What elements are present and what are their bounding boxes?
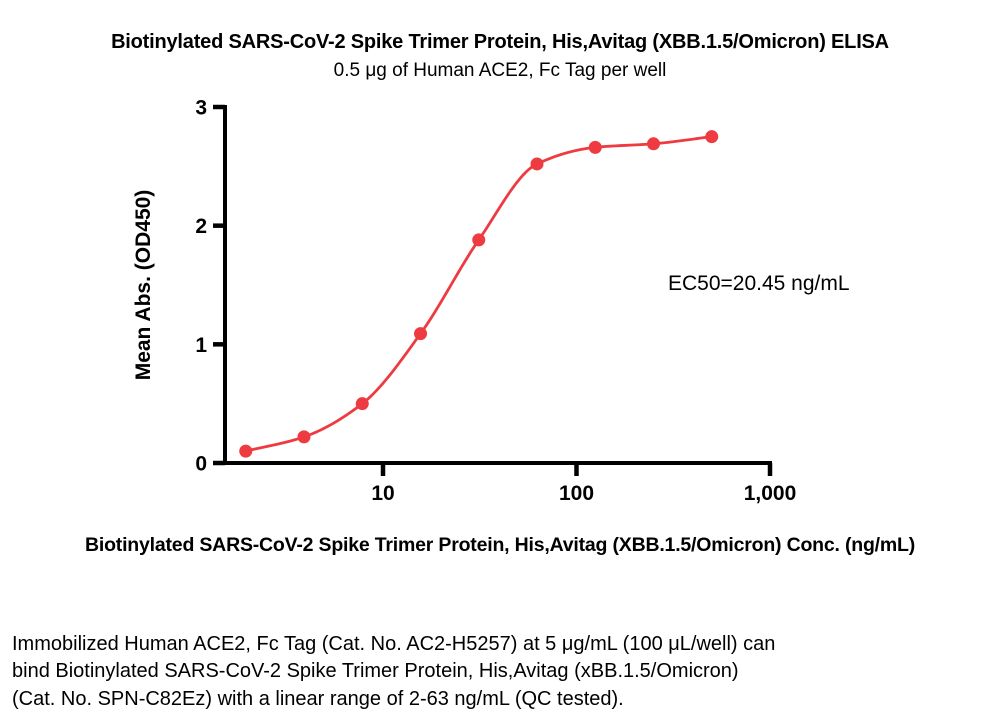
data-point — [472, 233, 486, 247]
y-axis-title: Mean Abs. (OD450) — [132, 190, 155, 381]
elisa-plot: 0 1 2 3 10 100 1,000 Mean Abs. (OD450) EC50=2… — [132, 96, 850, 505]
data-points — [239, 130, 719, 458]
data-point — [588, 140, 602, 154]
data-point — [297, 430, 311, 444]
y-tick-label: 2 — [195, 215, 207, 238]
data-point — [414, 327, 428, 341]
caption-line: Immobilized Human ACE2, Fc Tag (Cat. No.… — [12, 633, 776, 655]
data-point — [239, 444, 253, 458]
x-tick-label: 10 — [371, 482, 394, 505]
caption-line: (Cat. No. SPN-C82Ez) with a linear range… — [12, 687, 624, 710]
chart-subtitle: 0.5 μg of Human ACE2, Fc Tag per well — [333, 60, 667, 81]
figure-caption: Immobilized Human ACE2, Fc Tag (Cat. No.… — [12, 631, 972, 713]
caption-line: bind Biotinylated SARS-CoV-2 Spike Trime… — [12, 660, 739, 683]
data-point — [355, 397, 369, 411]
data-point — [705, 130, 719, 144]
data-point — [647, 137, 660, 151]
data-point — [530, 157, 544, 171]
fit-curve — [244, 135, 714, 453]
ec50-annotation: EC50=20.45 ng/mL — [668, 272, 850, 295]
y-axis: 0 1 2 3 — [195, 96, 227, 476]
x-tick-label: 100 — [559, 482, 594, 505]
x-axis: 10 100 1,000 — [213, 461, 797, 505]
x-axis-title: Biotinylated SARS-CoV-2 Spike Trimer Pro… — [84, 534, 916, 556]
y-tick-label: 3 — [195, 96, 207, 119]
chart-title: Biotinylated SARS-CoV-2 Spike Trimer Pro… — [111, 31, 889, 53]
x-tick-label: 1,000 — [744, 482, 797, 505]
y-tick-label: 0 — [195, 453, 207, 476]
y-tick-label: 1 — [195, 334, 207, 357]
